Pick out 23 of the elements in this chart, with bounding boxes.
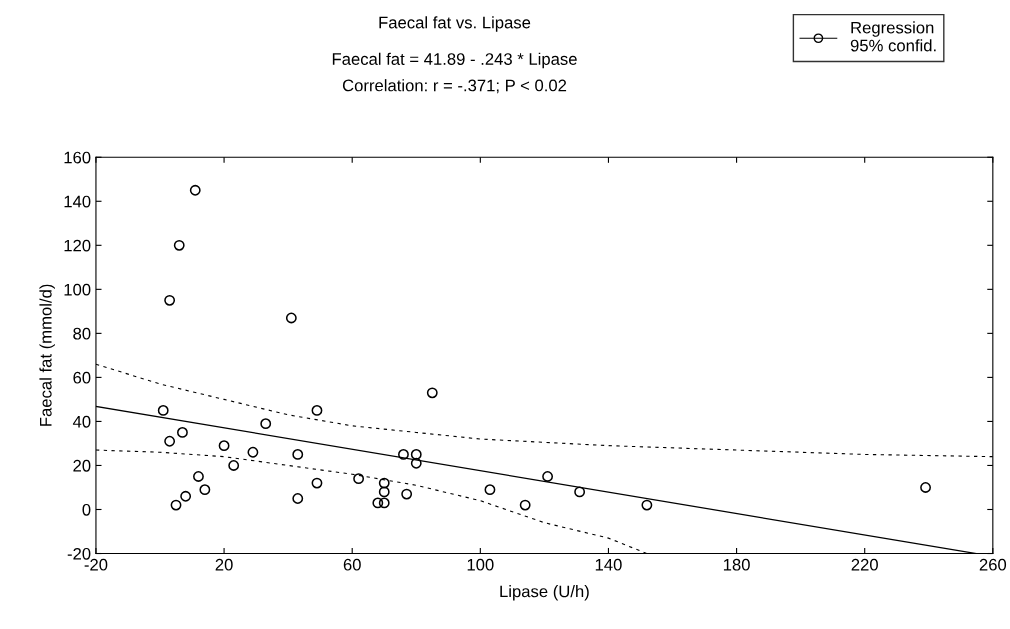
y-tick-label: 60	[73, 371, 91, 384]
chart-subtitle: Faecal fat = 41.89 - .243 * Lipase Correlation: r = -.371; P < 0.02	[332, 52, 577, 94]
x-tick-label: 180	[723, 558, 750, 571]
x-axis-title: Lipase (U/h)	[500, 585, 589, 601]
legend-label: Regression 95% confid.	[850, 21, 936, 52]
y-axis-title: Faecal fat (mmol/d)	[39, 284, 55, 426]
x-tick-label: 60	[343, 558, 361, 571]
chart-title: Faecal fat vs. Lipase	[379, 16, 531, 32]
y-tick-label: 140	[64, 195, 91, 208]
x-tick-label: 20	[215, 558, 233, 571]
x-tick-label: 220	[851, 558, 878, 571]
x-tick-label: 140	[595, 558, 622, 571]
y-tick-label: 0	[82, 503, 91, 516]
y-tick-label: -20	[67, 547, 91, 560]
y-tick-label: 80	[73, 327, 91, 340]
y-tick-label: 20	[73, 459, 91, 472]
y-tick-label: 100	[64, 283, 91, 296]
x-tick-label: 260	[979, 558, 1007, 571]
y-tick-label: 160	[64, 151, 91, 164]
x-tick-label: -20	[84, 558, 108, 571]
x-tick-label: 100	[467, 558, 494, 571]
y-tick-label: 120	[64, 239, 91, 252]
y-tick-label: 40	[72, 415, 91, 428]
